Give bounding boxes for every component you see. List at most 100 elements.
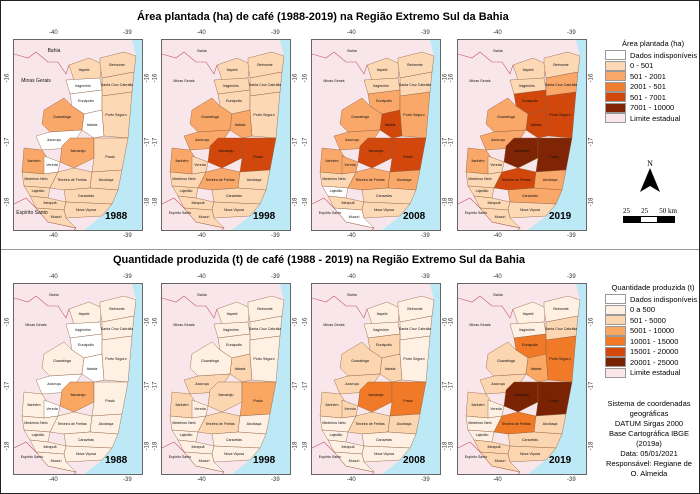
legend-swatch [605, 325, 626, 336]
municipality-label: Guaratinga [497, 359, 515, 363]
municipality-label: Itabela [531, 123, 542, 127]
lon-tick: -39 [123, 274, 132, 280]
municipality-label: Prado [105, 155, 115, 159]
map-year: 2019 [549, 455, 572, 466]
top-legend-title: Área plantada (ha) [621, 39, 685, 48]
map-year: 1988 [105, 455, 128, 466]
municipality-label: Nova Viçosa [520, 452, 540, 456]
municipality-label: Itabela [385, 367, 396, 371]
municipality-label: Nova Viçosa [520, 208, 540, 212]
municipality-label: Lajedão [330, 433, 343, 437]
region-label-minas: Minas Gerais [173, 79, 194, 83]
ocean [84, 284, 142, 474]
municipality-label: Jucuruçu [47, 138, 62, 142]
municipality-label: Medeiros Neto [468, 177, 491, 181]
municipality-label: Itamaraju [515, 149, 530, 153]
legend-swatch [605, 367, 626, 378]
municipality-caravelas [63, 187, 119, 205]
lon-tick: -40 [347, 274, 356, 280]
legend-item: Limite estadual [605, 113, 700, 124]
municipality-label: Prado [549, 399, 559, 403]
legend-swatch [605, 357, 626, 368]
lat-tick: -16 [152, 317, 159, 327]
municipality-caravelas [361, 431, 417, 449]
municipality-label: Ibirapuã [488, 201, 501, 205]
credits-line-2: geográficas [629, 409, 669, 418]
municipality-itabela [81, 353, 105, 383]
municipality-label: Caravelas [376, 194, 392, 198]
municipality-label: Itanhém [326, 403, 339, 407]
municipality-label: Itapebi [523, 68, 534, 72]
municipality-label: Belmonte [553, 307, 568, 311]
legend-label: Dados indisponíveis [630, 294, 698, 304]
lat-tick: -16 [448, 73, 455, 83]
lon-tick: -39 [567, 274, 576, 280]
municipality-label: Mucuri [51, 215, 62, 219]
municipality-label: Teixeira de Freitas [501, 422, 531, 426]
municipality-porto_seguro [249, 91, 281, 139]
municipality-label: Teixeira de Freitas [501, 178, 531, 182]
scale-label-1: 25 [623, 207, 630, 215]
municipality-label: Prado [549, 155, 559, 159]
lon-tick: -40 [493, 233, 502, 239]
municipality-label: Jucuruçu [47, 382, 62, 386]
scale-label-2: 25 [641, 207, 649, 215]
municipality-label: Nova Viçosa [76, 208, 96, 212]
municipality-label: Jucuruçu [195, 138, 210, 142]
municipality-label: Porto Seguro [253, 113, 274, 117]
lat-tick: -17 [4, 381, 11, 391]
lon-tick: -39 [421, 233, 430, 239]
municipality-porto_seguro [545, 335, 577, 383]
lat-tick: -16 [588, 73, 595, 83]
municipality-label: Ibirapuã [192, 201, 205, 205]
municipality-label: Caravelas [226, 438, 242, 442]
municipality-label: Medeiros Neto [322, 177, 345, 181]
legend-swatch [605, 113, 626, 124]
municipality-label: Medeiros Neto [24, 421, 47, 425]
municipality-label: Teixeira de Freitas [57, 422, 87, 426]
region-label-espirito: Espírito Santo [319, 211, 342, 215]
municipality-label: Itagimirim [519, 328, 535, 332]
municipality-caravelas [63, 431, 119, 449]
municipality-label: Itabela [87, 367, 98, 371]
municipality-label: Itapebi [523, 312, 534, 316]
lat-tick: -17 [588, 381, 595, 391]
lat-tick: -18 [4, 441, 11, 451]
north-label: N [647, 159, 653, 168]
legend-item: 501 - 5000 [605, 315, 700, 326]
legend-item: Dados indisponíveis [605, 294, 700, 305]
lat-tick: -16 [302, 317, 309, 327]
municipality-label: Nova Viçosa [224, 452, 244, 456]
lat-tick: -17 [292, 381, 299, 391]
region-label-bahia: Bahia [347, 293, 356, 297]
lat-tick: -18 [302, 197, 309, 207]
legend-swatch [605, 304, 626, 315]
municipality-label: Jucuruçu [491, 382, 506, 386]
municipality-label: Lajedão [476, 433, 489, 437]
municipality-label: Guaratinga [497, 115, 515, 119]
municipality-label: Itamaraju [219, 393, 234, 397]
legend-item: 7001 - 10000 [605, 102, 700, 114]
lon-tick: -40 [49, 233, 58, 239]
lon-tick: -39 [567, 233, 576, 239]
municipality-label: Belmonte [553, 63, 568, 67]
municipality-label: Porto Seguro [549, 113, 570, 117]
legend-label: 501 - 2001 [630, 71, 666, 81]
municipality-label: Itapebi [377, 68, 388, 72]
legend-label: 10001 - 15000 [630, 336, 679, 346]
lon-tick: -40 [49, 274, 58, 280]
municipality-label: Ibirapuã [488, 445, 501, 449]
municipality-label: Jucuruçu [491, 138, 506, 142]
municipality-label: Alcobaça [397, 178, 412, 182]
map-year: 1988 [105, 211, 128, 222]
municipality-mucuri [333, 451, 375, 473]
municipality-itabela [525, 353, 549, 383]
municipality-label: Belmonte [407, 63, 422, 67]
municipality-label: Porto Seguro [549, 357, 570, 361]
map-top-2008: Itapebi Belmonte Itagimirim Santa Cruz Cabr… [311, 39, 449, 235]
municipality-label: Itamaraju [71, 149, 86, 153]
choropleth-map: Itapebi Belmonte Itagimirim Santa Cruz Cabr… [311, 283, 441, 475]
municipality-itabela [229, 353, 253, 383]
municipality-label: Porto Seguro [403, 357, 424, 361]
lat-tick: -17 [302, 381, 309, 391]
